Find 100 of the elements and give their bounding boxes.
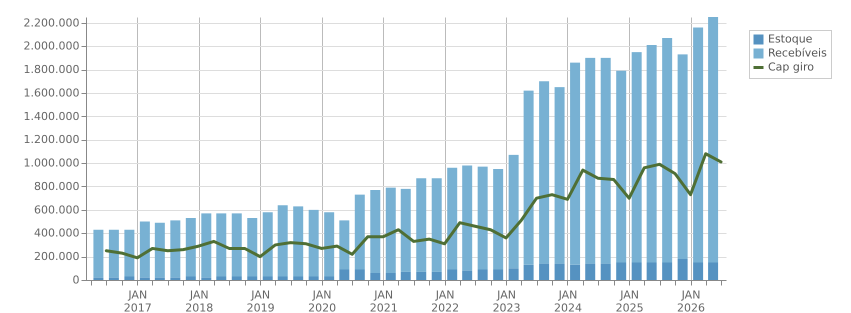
bar — [508, 268, 519, 280]
y-tick-label: 1.800.000 — [24, 63, 80, 76]
bar — [554, 264, 565, 280]
bar — [170, 220, 180, 278]
bar — [216, 276, 226, 280]
legend-label: Recebíveis — [768, 46, 828, 60]
bar — [524, 90, 534, 265]
y-tick-label: 2.000.000 — [24, 40, 80, 53]
bar — [600, 264, 611, 280]
bar — [140, 222, 150, 278]
y-tick-label: 200.000 — [34, 250, 80, 264]
line-series — [104, 152, 722, 260]
bar — [124, 276, 134, 280]
bar — [616, 262, 626, 280]
y-tick-label: 2.200.000 — [24, 16, 80, 30]
bar — [108, 230, 119, 278]
bar — [539, 81, 550, 264]
bar — [278, 276, 288, 280]
bar — [646, 45, 657, 262]
bar — [646, 262, 657, 280]
bar — [493, 269, 504, 280]
bar — [416, 178, 426, 272]
bar — [186, 276, 196, 280]
bar — [632, 52, 642, 262]
x-tick-label: JAN 2022 — [431, 288, 460, 313]
x-tick-label: JAN 2025 — [616, 288, 644, 313]
bar — [278, 205, 288, 276]
bar — [400, 272, 411, 280]
x-tick-label: JAN 2017 — [124, 288, 152, 313]
bar — [693, 28, 704, 262]
bar — [216, 213, 226, 276]
bar — [708, 262, 718, 280]
x-tick-label: JAN 2018 — [185, 288, 214, 313]
bar — [462, 270, 472, 280]
bar — [386, 188, 396, 273]
legend-label: Cap giro — [768, 60, 814, 74]
bar — [262, 212, 273, 276]
bar — [662, 38, 672, 262]
bar — [508, 154, 519, 268]
bar — [262, 276, 273, 280]
bar — [539, 264, 550, 280]
bar — [616, 70, 626, 262]
legend-label: Estoque — [768, 32, 813, 46]
bar — [293, 276, 304, 280]
y-tick-label: 400.000 — [34, 226, 80, 240]
x-tick-label: JAN 2021 — [370, 288, 398, 313]
bar — [554, 87, 565, 264]
bar — [247, 218, 258, 276]
bar — [478, 166, 488, 270]
bar — [232, 276, 242, 280]
bar — [293, 206, 304, 276]
bar — [308, 276, 319, 280]
bar — [354, 194, 365, 270]
bar — [370, 272, 380, 280]
bar — [432, 272, 442, 280]
bar — [570, 264, 580, 280]
bar — [585, 58, 596, 264]
bar — [570, 62, 580, 265]
bar — [462, 165, 472, 271]
y-tick-label: 600.000 — [34, 203, 80, 216]
bar — [478, 269, 488, 280]
bar — [708, 17, 718, 262]
x-tick-label: JAN 2023 — [492, 288, 521, 313]
bar — [678, 258, 688, 280]
bar — [339, 269, 350, 280]
bar — [324, 212, 334, 276]
bar — [432, 178, 442, 272]
bar — [678, 54, 688, 259]
bar — [662, 262, 672, 280]
bar — [308, 210, 319, 276]
y-tick-label: 1.200.000 — [24, 133, 80, 146]
bar — [354, 269, 365, 280]
bar — [154, 222, 165, 278]
bar — [232, 213, 242, 276]
bar — [400, 188, 411, 272]
bar — [493, 168, 504, 270]
bar — [447, 168, 458, 270]
y-tick-label: 0 — [72, 274, 80, 286]
bar — [524, 264, 534, 280]
bar — [386, 272, 396, 280]
bar — [416, 272, 426, 280]
bar — [632, 262, 642, 280]
y-tick-label: 1.400.000 — [24, 110, 80, 123]
bar — [93, 230, 104, 278]
x-tick-label: JAN 2026 — [677, 288, 706, 313]
bar — [247, 276, 258, 280]
bar — [600, 58, 611, 264]
bar — [324, 276, 334, 280]
x-tick-label: JAN 2020 — [308, 288, 336, 313]
bar — [447, 269, 458, 280]
y-tick-label: 1.000.000 — [24, 156, 80, 170]
bar — [370, 190, 380, 273]
x-tick-label: JAN 2019 — [246, 288, 275, 313]
bar — [201, 213, 212, 278]
bar — [339, 220, 350, 270]
x-tick-label: JAN 2024 — [554, 288, 582, 313]
bar — [186, 218, 196, 276]
bar — [585, 264, 596, 280]
bar — [693, 262, 704, 280]
y-tick-label: 800.000 — [34, 180, 80, 193]
